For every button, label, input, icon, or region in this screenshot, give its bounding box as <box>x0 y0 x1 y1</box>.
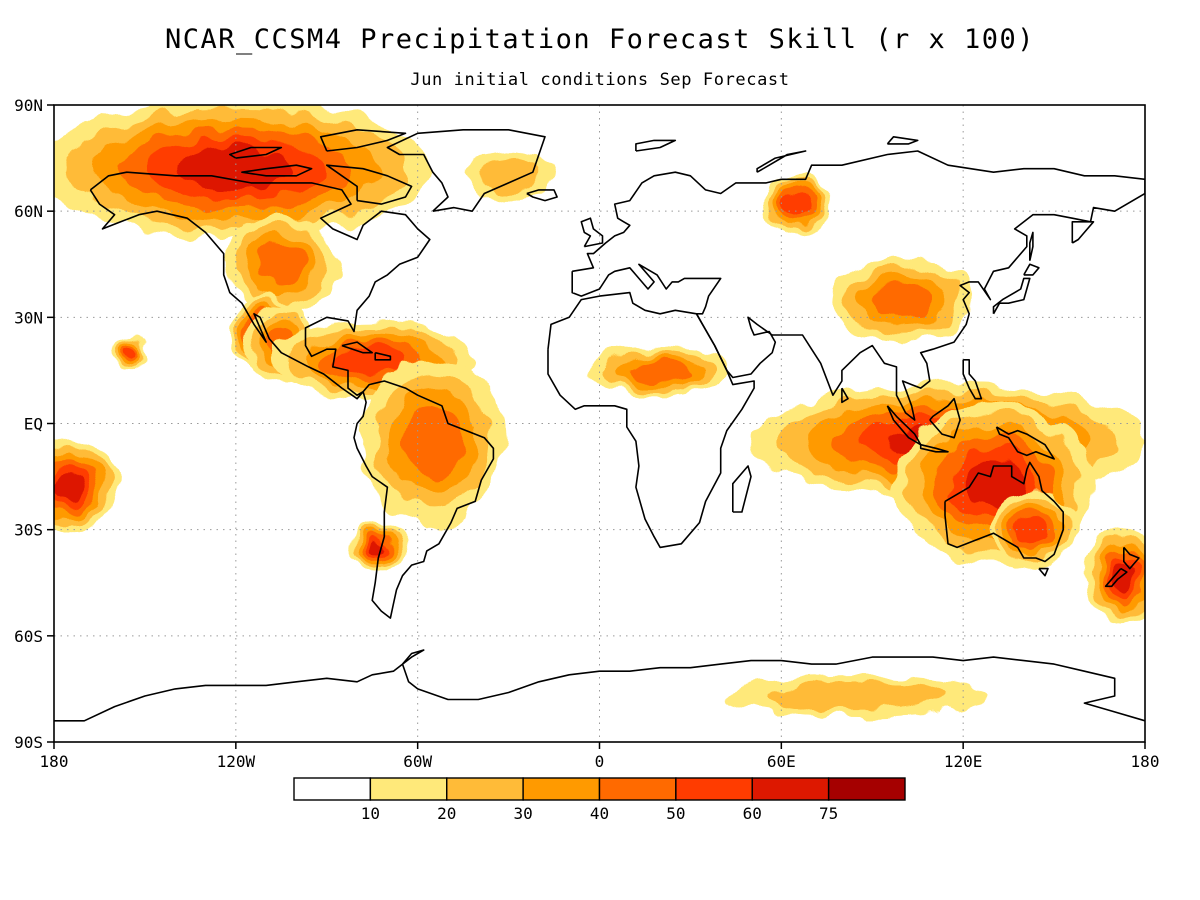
map-title: NCAR_CCSM4 Precipitation Forecast Skill … <box>164 24 1035 55</box>
lat-tick-label: 90S <box>14 733 43 752</box>
skill-region-siberia <box>762 174 831 234</box>
coastline-arctic-isl-1 <box>241 164 313 177</box>
coastline-sakhalin <box>1029 231 1034 261</box>
coastline-severnaya <box>886 136 919 145</box>
coastline-cuba <box>341 341 374 354</box>
skill-region-western-us <box>224 214 339 315</box>
lat-tick-label: 30S <box>14 521 43 540</box>
coastline-greenland <box>386 129 546 212</box>
skill-region-south-pacific-west <box>54 441 119 534</box>
coastline-kamchatka-isl <box>1071 221 1095 244</box>
coastline-philippines <box>962 358 983 400</box>
skill-region-amazon <box>361 358 505 525</box>
colorbar-label: 60 <box>743 804 762 823</box>
lon-tick-label: 0 <box>595 752 605 771</box>
lon-tick-label: 60W <box>403 752 432 771</box>
colorbar-label: 50 <box>666 804 685 823</box>
coastline-madagascar <box>731 465 752 513</box>
colorbar-swatch <box>675 777 753 801</box>
coastline-new-zealand-s <box>1104 567 1128 588</box>
coastline-sri-lanka <box>841 387 849 404</box>
coastline-britain <box>580 217 604 248</box>
colorbar-swatch <box>369 777 448 801</box>
coastline-hokkaido <box>1023 263 1040 276</box>
colorbar-label: 40 <box>590 804 609 823</box>
colorbar-swatch <box>751 777 830 801</box>
coastline-eurasia <box>571 150 1145 421</box>
lat-tick-label: 60N <box>14 202 43 221</box>
lon-tick-label: 180 <box>40 752 69 771</box>
colorbar-swatch <box>598 777 677 801</box>
skill-region-chile-coast <box>348 524 408 571</box>
lat-tick-label: 60S <box>14 627 43 646</box>
colorbar-swatch <box>293 777 372 801</box>
coastline-arctic-isl-2 <box>229 146 283 159</box>
coastline-new-zealand-n <box>1123 546 1140 570</box>
colorbar-label: 10 <box>361 804 380 823</box>
coastline-ellesmere <box>319 129 407 152</box>
lat-tick-label: 30N <box>14 308 43 327</box>
colorbar-swatch <box>827 777 906 801</box>
skill-shading <box>54 105 1145 717</box>
coastline-antarctica <box>54 649 1145 722</box>
coastlines <box>54 129 1145 722</box>
coastline-hispaniola <box>374 351 392 361</box>
coastline-new-guinea <box>995 426 1055 460</box>
coastline-borneo <box>929 397 961 439</box>
coastline-svalbard <box>635 139 677 152</box>
lon-tick-label: 120W <box>217 752 256 771</box>
skill-region-antarctica-east <box>725 675 989 717</box>
coastline-japan <box>992 277 1031 315</box>
skill-region-arctic-canada <box>54 105 433 238</box>
lon-tick-label: 180 <box>1131 752 1160 771</box>
longitude-axis: 180 120W 60W 0 60E 120E 180 <box>40 742 1160 771</box>
coastline-north-america <box>89 171 431 400</box>
coastline-tasmania <box>1038 567 1049 577</box>
coastline-novaya-zemlya <box>756 150 807 173</box>
skill-region-china <box>831 258 974 342</box>
lon-tick-label: 60E <box>767 752 796 771</box>
latitude-axis: 90N 60N 30N EQ 30S 60S 90S <box>14 96 54 752</box>
skill-region-sahel <box>588 345 732 396</box>
lon-tick-label: 120E <box>944 752 983 771</box>
colorbar-label: 30 <box>513 804 532 823</box>
skill-region-greenland-east <box>464 150 553 202</box>
map-gridlines <box>54 105 1145 742</box>
coastline-java <box>919 443 949 453</box>
skill-region-hawaii-region <box>112 332 147 373</box>
coastline-baffin <box>325 164 413 205</box>
colorbar: 10 20 30 40 50 60 75 <box>293 777 906 823</box>
colorbar-swatch <box>522 777 601 801</box>
lat-tick-label: EQ <box>24 415 43 434</box>
coastline-iceland <box>526 189 558 202</box>
coastline-africa <box>547 291 755 549</box>
colorbar-swatch <box>446 777 524 801</box>
coastline-australia <box>944 461 1064 563</box>
colorbar-label: 75 <box>819 804 838 823</box>
map-subtitle: Jun initial conditions Sep Forecast <box>410 70 790 90</box>
colorbar-label: 20 <box>437 804 456 823</box>
skill-region-new-zealand <box>1084 529 1145 622</box>
coastline-south-america <box>353 380 495 619</box>
lat-tick-label: 90N <box>14 96 43 115</box>
